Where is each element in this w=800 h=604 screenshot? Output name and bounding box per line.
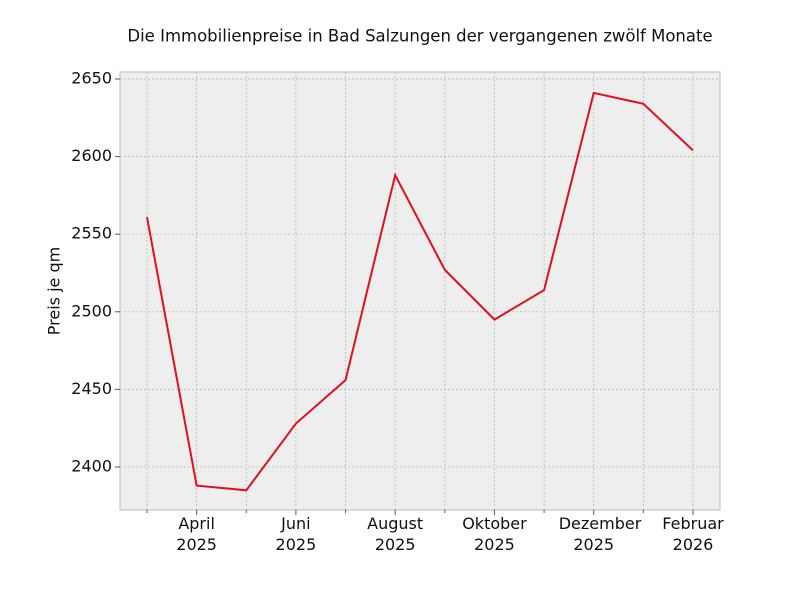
chart-title: Die Immobilienpreise in Bad Salzungen de…: [127, 27, 712, 46]
line: [146, 91, 694, 492]
x-tick-label: August 2025: [367, 514, 424, 554]
x-tick-label: Dezember 2025: [558, 514, 642, 554]
x-tick-label: Juni 2025: [275, 514, 317, 554]
y-tick-label: 2650: [71, 68, 112, 87]
plot-area: [119, 71, 721, 511]
y-tick-label: 2450: [71, 379, 112, 398]
y-tick-label: 2600: [71, 146, 112, 165]
x-tick-label: April 2025: [176, 514, 217, 554]
y-tick-label: 2500: [71, 301, 112, 320]
y-tick-label: 2400: [71, 457, 112, 476]
x-tick-label: Oktober 2025: [462, 514, 527, 554]
x-tick-label: Februar 2026: [662, 514, 724, 554]
y-tick-label: 2550: [71, 224, 112, 243]
y-axis-label: Preis je qm: [45, 247, 64, 335]
